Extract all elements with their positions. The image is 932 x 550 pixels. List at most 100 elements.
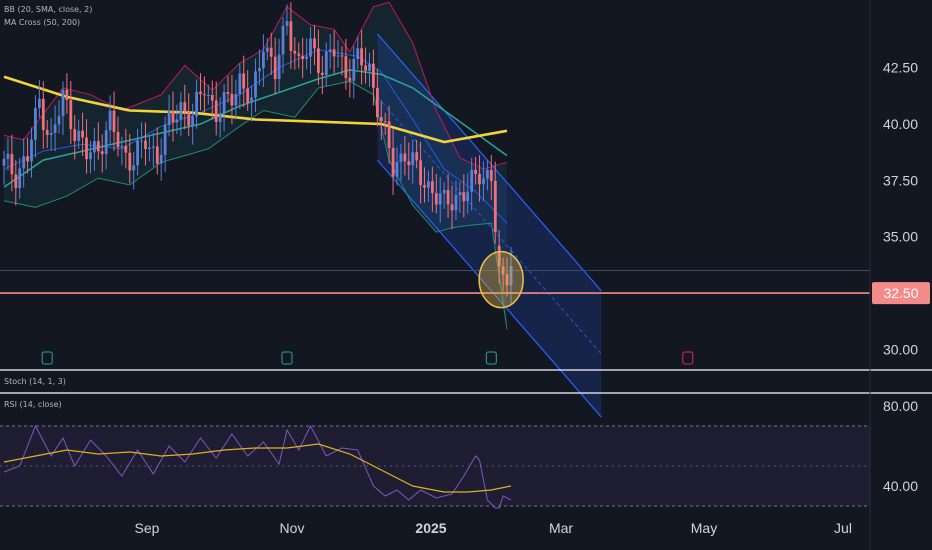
candle-body xyxy=(340,55,344,57)
candle-body xyxy=(265,47,269,52)
candle-body xyxy=(207,95,210,96)
rsi-line xyxy=(3,424,512,509)
candle-body xyxy=(368,63,371,71)
bb-indicator-label[interactable]: BB (20, SMA, close, 2) xyxy=(4,5,93,14)
candle-body xyxy=(289,21,293,51)
candle-body xyxy=(187,111,191,126)
candle-body xyxy=(395,162,399,177)
candle-body xyxy=(309,38,312,57)
rsi-pane[interactable] xyxy=(0,424,870,509)
highlight-circle xyxy=(478,250,524,309)
candle-body xyxy=(427,181,430,188)
candle-body xyxy=(364,65,367,71)
candle-body xyxy=(470,169,474,192)
candle-body xyxy=(124,145,128,153)
candle-body xyxy=(89,152,92,160)
candle-body xyxy=(383,121,387,123)
candle-body xyxy=(26,156,29,162)
candle-body xyxy=(246,88,250,103)
earnings-marker xyxy=(485,351,497,365)
candle-body xyxy=(163,125,167,155)
rsi-tick-label: 80.00 xyxy=(883,398,918,414)
candle-body xyxy=(203,94,206,96)
candle-body xyxy=(446,190,450,205)
candle-body xyxy=(434,193,438,205)
candle-body xyxy=(85,137,88,160)
candle-body xyxy=(140,140,143,142)
earnings-marker xyxy=(41,351,53,365)
candle-body xyxy=(509,266,513,286)
candle-body xyxy=(391,148,395,177)
candle-body xyxy=(379,117,383,122)
candle-body xyxy=(144,140,147,149)
candle-body xyxy=(179,102,183,120)
candle-body xyxy=(30,139,33,162)
candle-body xyxy=(262,51,265,69)
candle-body xyxy=(132,165,136,171)
candle-body xyxy=(356,48,360,59)
candle-body xyxy=(112,110,116,133)
candle-body xyxy=(438,193,442,205)
candle-body xyxy=(474,169,477,174)
candle-body xyxy=(407,161,411,166)
ma-cross-indicator-label[interactable]: MA Cross (50, 200) xyxy=(4,18,81,27)
candle-body xyxy=(352,59,356,81)
time-tick-label: May xyxy=(691,520,717,536)
candle-body xyxy=(49,133,53,135)
candle-body xyxy=(199,91,202,95)
candle-body xyxy=(128,152,132,171)
candle-body xyxy=(61,89,65,117)
candle-body xyxy=(148,147,151,150)
candle-body xyxy=(376,87,379,118)
time-tick-label: Nov xyxy=(280,520,305,536)
candle-body xyxy=(242,73,246,89)
candle-body xyxy=(478,173,481,185)
earnings-icon xyxy=(485,351,497,365)
price-badge-bg xyxy=(872,282,930,305)
candle-body xyxy=(258,68,261,72)
candle-body xyxy=(81,130,84,138)
candle-body xyxy=(281,25,285,55)
candle-body xyxy=(77,130,81,141)
candle-body xyxy=(234,94,238,106)
candle-body xyxy=(411,152,415,166)
candle-body xyxy=(191,116,194,126)
candle-body xyxy=(18,168,22,189)
candle-body xyxy=(2,158,6,166)
candle-body xyxy=(501,266,505,275)
ma-200-line xyxy=(3,75,508,144)
candle-body xyxy=(360,48,363,66)
candle-body xyxy=(450,204,454,211)
candle-body xyxy=(226,92,230,94)
time-tick-label: Mar xyxy=(549,520,573,536)
candle-body xyxy=(254,71,257,98)
candle-body xyxy=(14,174,18,189)
time-tick-label: Sep xyxy=(135,520,160,536)
candle-body xyxy=(57,116,61,125)
candle-body xyxy=(22,156,26,169)
candle-body xyxy=(324,51,328,75)
candle-body xyxy=(285,21,289,26)
candle-body xyxy=(250,97,253,103)
candle-body xyxy=(53,124,57,133)
candle-body xyxy=(116,132,120,148)
candle-body xyxy=(38,98,41,109)
regression-channel-median xyxy=(376,96,602,355)
candle-body xyxy=(497,245,501,267)
candle-body xyxy=(34,108,37,140)
candle-body xyxy=(65,89,69,100)
candle-body xyxy=(222,92,226,114)
candle-body xyxy=(183,102,187,112)
earnings-icon xyxy=(41,351,53,365)
candle-body xyxy=(431,181,434,194)
candle-body xyxy=(297,53,301,56)
candle-body xyxy=(493,180,497,233)
rsi-ma-line xyxy=(3,443,512,493)
candle-body xyxy=(372,63,375,88)
stoch-indicator-label[interactable]: Stoch (14, 1, 3) xyxy=(4,377,66,386)
rsi-indicator-label[interactable]: RSI (14, close) xyxy=(4,400,62,409)
price-pane[interactable] xyxy=(0,1,870,418)
candle-body xyxy=(454,195,458,211)
